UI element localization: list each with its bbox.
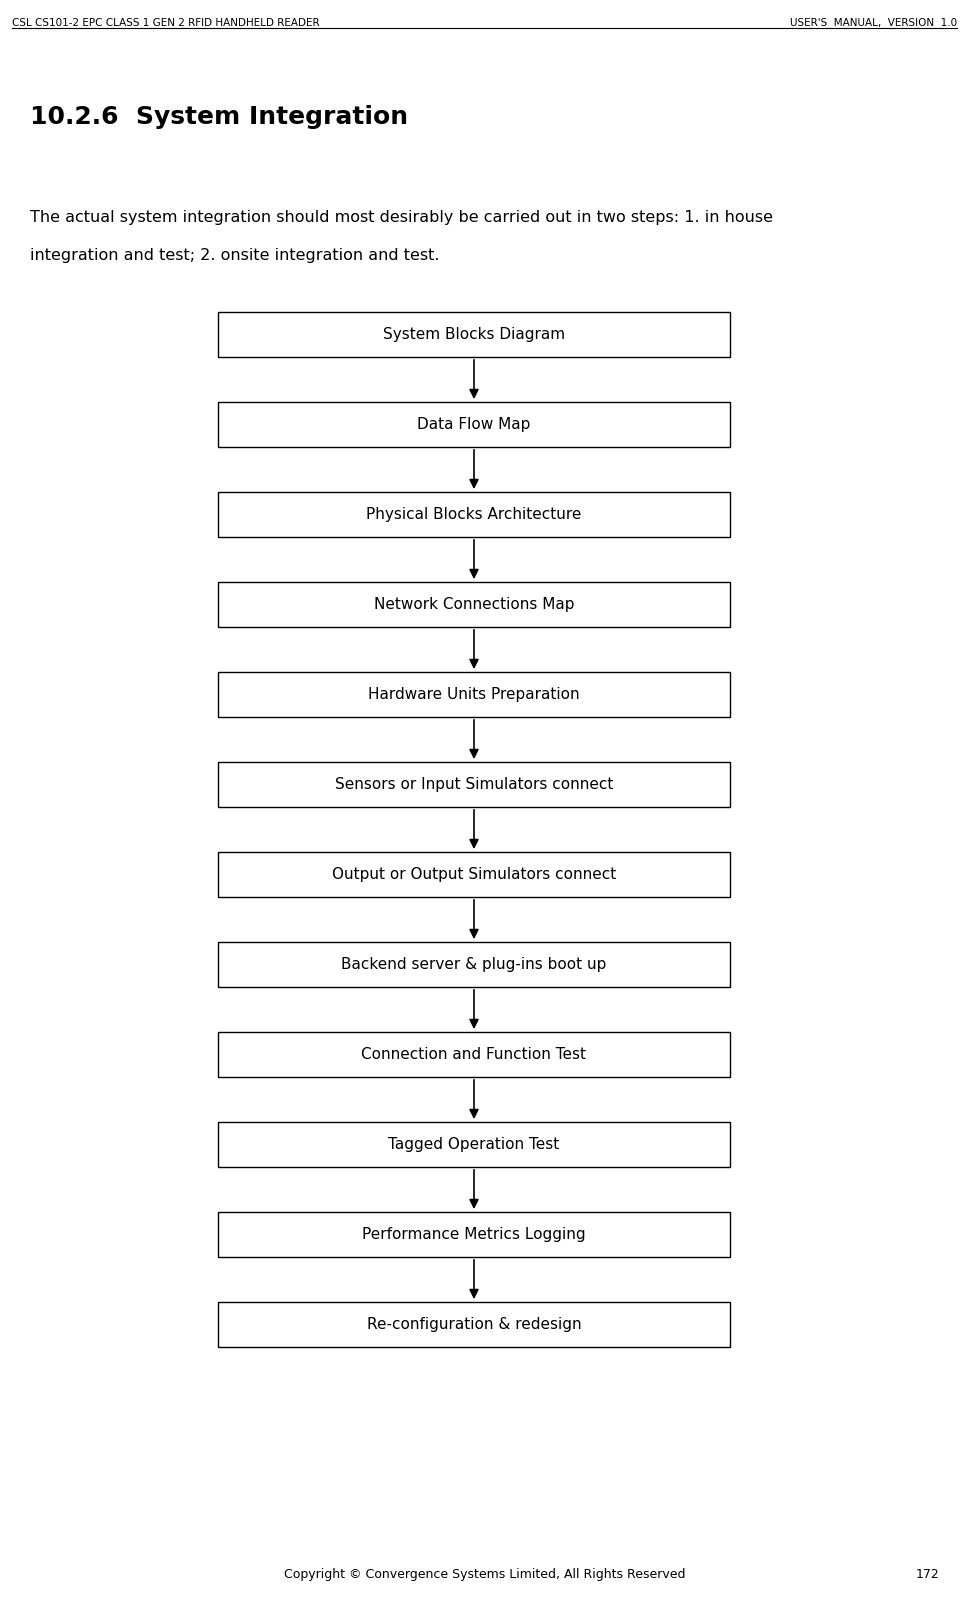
Bar <box>218 401 730 448</box>
Bar <box>218 1302 730 1346</box>
Text: Backend server & plug-ins boot up: Backend server & plug-ins boot up <box>341 956 607 972</box>
Text: 172: 172 <box>916 1569 939 1581</box>
Text: Physical Blocks Architecture: Physical Blocks Architecture <box>366 507 581 521</box>
Bar <box>218 672 730 716</box>
Text: Output or Output Simulators connect: Output or Output Simulators connect <box>331 867 616 883</box>
Text: Copyright © Convergence Systems Limited, All Rights Reserved: Copyright © Convergence Systems Limited,… <box>284 1569 685 1581</box>
Text: Connection and Function Test: Connection and Function Test <box>361 1047 586 1062</box>
Text: Network Connections Map: Network Connections Map <box>374 596 575 612</box>
Text: Sensors or Input Simulators connect: Sensors or Input Simulators connect <box>335 777 613 792</box>
Bar <box>218 1031 730 1078</box>
Bar <box>218 492 730 537</box>
Text: Re-configuration & redesign: Re-configuration & redesign <box>366 1318 581 1332</box>
Text: integration and test; 2. onsite integration and test.: integration and test; 2. onsite integrat… <box>30 248 440 262</box>
Bar <box>218 852 730 897</box>
Text: Data Flow Map: Data Flow Map <box>418 417 531 432</box>
Bar <box>218 763 730 807</box>
Text: System Blocks Diagram: System Blocks Diagram <box>383 328 565 342</box>
Bar <box>218 1212 730 1257</box>
Text: USER'S  MANUAL,  VERSION  1.0: USER'S MANUAL, VERSION 1.0 <box>790 18 957 29</box>
Text: Hardware Units Preparation: Hardware Units Preparation <box>368 688 579 702</box>
Text: CSL CS101-2 EPC CLASS 1 GEN 2 RFID HANDHELD READER: CSL CS101-2 EPC CLASS 1 GEN 2 RFID HANDH… <box>12 18 320 29</box>
Bar <box>218 582 730 627</box>
Text: Tagged Operation Test: Tagged Operation Test <box>389 1137 560 1151</box>
Text: The actual system integration should most desirably be carried out in two steps:: The actual system integration should mos… <box>30 209 773 225</box>
Bar <box>218 1122 730 1167</box>
Text: 10.2.6  System Integration: 10.2.6 System Integration <box>30 106 408 130</box>
Text: Performance Metrics Logging: Performance Metrics Logging <box>362 1226 586 1242</box>
Bar <box>218 942 730 987</box>
Bar <box>218 312 730 357</box>
